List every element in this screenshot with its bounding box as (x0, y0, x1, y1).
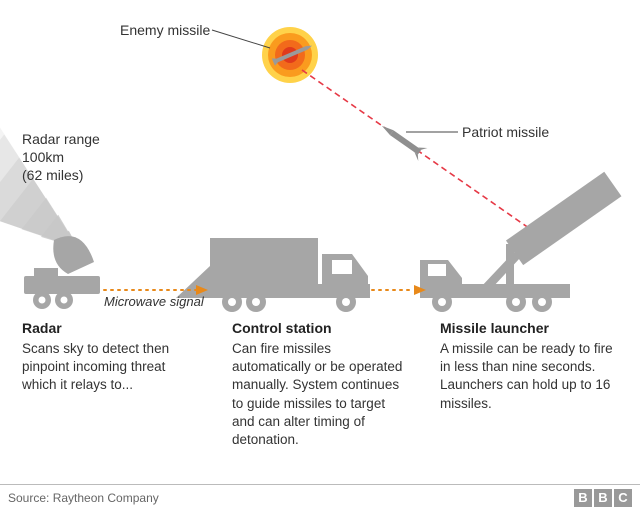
leader-enemy (212, 30, 270, 48)
patriot-missile-label: Patriot missile (462, 124, 549, 140)
launcher-desc: A missile can be ready to fire in less t… (440, 340, 615, 413)
radar-title: Radar (22, 320, 62, 336)
bbc-box-3: C (614, 489, 632, 507)
microwave-signal-line-2 (372, 285, 426, 295)
control-desc: Can fire missiles automatically or be op… (232, 340, 407, 449)
infographic-canvas: Enemy missile Patriot missile Radar rang… (0, 0, 640, 510)
control-title: Control station (232, 320, 332, 336)
control-station-vehicle (176, 238, 370, 312)
source-text: Source: Raytheon Company (8, 491, 159, 505)
radar-range-label: Radar range 100km (62 miles) (22, 130, 100, 185)
microwave-signal-label: Microwave signal (104, 294, 204, 309)
radar-vehicle (24, 236, 100, 309)
explosion (262, 27, 318, 83)
radar-desc: Scans sky to detect then pinpoint incomi… (22, 340, 182, 395)
patriot-missile-icon (377, 119, 427, 161)
missile-launcher-vehicle (420, 172, 621, 312)
footer: Source: Raytheon Company B B C (0, 484, 640, 510)
bbc-box-2: B (594, 489, 612, 507)
bbc-box-1: B (574, 489, 592, 507)
bbc-logo: B B C (574, 489, 632, 507)
launcher-title: Missile launcher (440, 320, 549, 336)
enemy-missile-label: Enemy missile (120, 22, 210, 38)
